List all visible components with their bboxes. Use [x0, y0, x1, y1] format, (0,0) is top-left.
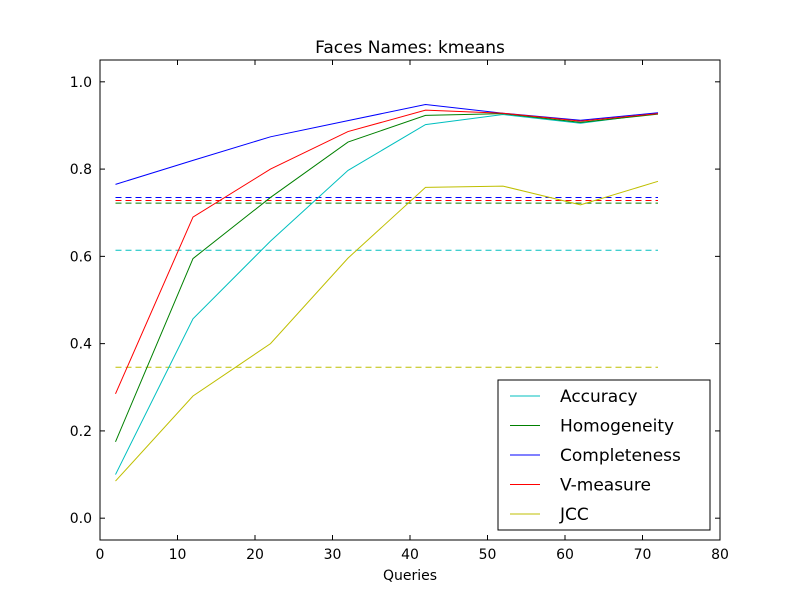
chart-title: Faces Names: kmeans	[315, 38, 505, 58]
x-tick-label: 0	[96, 547, 105, 563]
legend-label-accuracy: Accuracy	[560, 387, 638, 407]
series-line-jcc	[115, 180, 659, 482]
x-tick-label: 60	[556, 547, 574, 563]
y-tick-label: 0.2	[70, 424, 92, 440]
legend-label-homogeneity: Homogeneity	[560, 417, 674, 437]
x-tick-label: 80	[711, 547, 729, 563]
legend-label-jcc: JCC	[559, 505, 589, 525]
y-tick-label: 0.0	[70, 511, 92, 527]
axis-ticks: 0 10 20 30 40 50 60 70 80 0.0 0.2 0.4 0.6 0.8 1.0	[70, 60, 729, 563]
y-tick-label: 0.8	[70, 162, 92, 178]
x-tick-label: 20	[246, 547, 264, 563]
x-tick-label: 10	[169, 547, 187, 563]
legend: Accuracy Homogeneity Completeness V-measure…	[497, 379, 711, 531]
y-tick-label: 0.4	[70, 337, 92, 353]
series-line-completeness	[115, 104, 659, 185]
x-tick-label: 40	[401, 547, 419, 563]
legend-label-v-measure: V-measure	[560, 476, 651, 496]
plot-marks	[115, 104, 659, 482]
series-line-homogeneity	[115, 113, 659, 443]
x-tick-label: 30	[324, 547, 342, 563]
y-tick-label: 0.6	[70, 249, 92, 265]
x-tick-label: 50	[479, 547, 497, 563]
y-tick-label: 1.0	[70, 75, 92, 91]
legend-label-completeness: Completeness	[560, 446, 681, 466]
series-line-v-measure	[115, 109, 659, 395]
x-axis-title: Queries	[383, 568, 437, 584]
series-line-accuracy	[115, 112, 659, 475]
x-tick-label: 70	[634, 547, 652, 563]
